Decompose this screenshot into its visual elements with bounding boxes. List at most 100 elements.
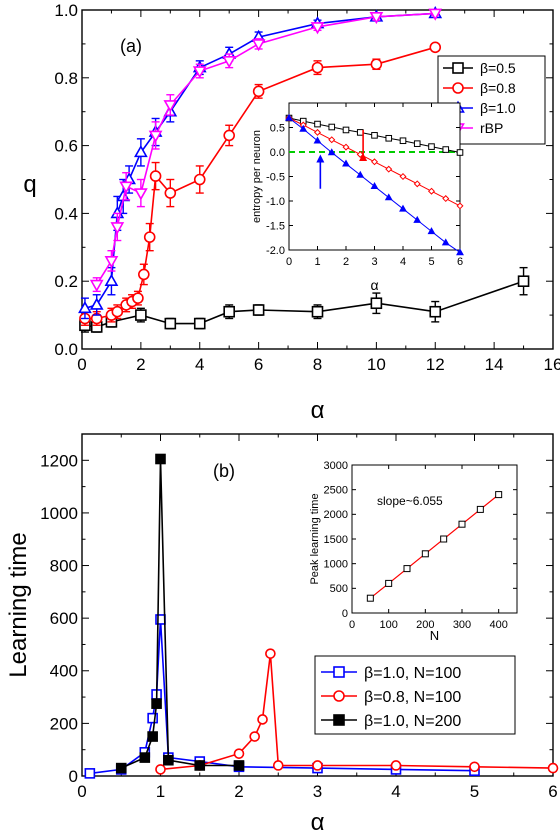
data-point <box>155 453 166 465</box>
data-point <box>257 714 268 725</box>
x-tick-label: 16 <box>544 355 560 374</box>
x-tick-label: 300 <box>453 619 471 631</box>
legend-marker <box>452 62 464 74</box>
data-point <box>342 126 350 134</box>
data-point <box>233 760 245 771</box>
data-point <box>356 129 364 136</box>
inset-a: 0 1 2 3 4 5 6 -2.0 -1.5 -1.0 -0.5 0.0 0.5 α entropy pe… <box>251 102 464 293</box>
data-point <box>327 148 336 156</box>
data-point <box>456 248 464 256</box>
data-point <box>252 85 265 98</box>
data-point <box>495 491 503 499</box>
data-point <box>138 268 150 281</box>
data-point <box>403 565 411 573</box>
data-point <box>193 317 206 330</box>
data-point <box>458 520 466 528</box>
data-point <box>413 140 421 147</box>
y-tick-label: 3000 <box>324 460 348 472</box>
data-point <box>399 172 407 181</box>
data-point <box>370 297 383 310</box>
y-tick-label: 1000 <box>40 504 78 523</box>
y-tick-label: 400 <box>50 662 78 681</box>
x-tick-label: 2 <box>136 355 145 374</box>
data-point <box>384 193 393 201</box>
legend-label: β=0.8 <box>480 80 516 96</box>
y-tick-label: 1.0 <box>54 1 78 20</box>
inset-y-axis-label: entropy per neuron <box>251 130 263 223</box>
data-point <box>134 145 148 158</box>
data-point <box>440 535 448 543</box>
arrow-head <box>359 152 368 161</box>
data-point <box>132 292 144 304</box>
data-point <box>328 123 336 131</box>
y-tick-label: 600 <box>50 609 78 628</box>
data-point <box>110 222 125 235</box>
data-point <box>442 146 450 153</box>
data-point <box>456 149 464 156</box>
data-point <box>147 731 158 742</box>
data-point <box>89 279 104 292</box>
x-tick-label: 14 <box>485 355 504 374</box>
y-tick-label: 2500 <box>324 485 348 497</box>
x-tick-label: 400 <box>489 619 507 631</box>
y-tick-label: 0.2 <box>54 272 78 291</box>
data-point <box>328 136 336 144</box>
panel-label: (b) <box>213 461 235 481</box>
data-point <box>139 752 151 763</box>
x-tick-label: 5 <box>470 782 479 801</box>
y-tick-label: 0.8 <box>54 69 78 88</box>
data-point <box>194 760 206 771</box>
x-axis-label: α <box>311 397 325 424</box>
x-axis-label: α <box>311 809 325 836</box>
y-tick-label: 0.0 <box>54 340 78 359</box>
legend-label: rBP <box>480 120 503 136</box>
data-point <box>427 187 436 195</box>
x-tick-label: 0 <box>286 256 292 268</box>
data-point <box>111 305 124 318</box>
data-point <box>285 113 293 121</box>
data-point <box>222 56 237 69</box>
data-point <box>311 61 324 74</box>
x-tick-label: 6 <box>254 355 263 374</box>
data-point <box>429 41 442 54</box>
data-point <box>143 231 156 243</box>
x-tick-label: 2 <box>343 256 349 268</box>
x-tick-label: 12 <box>426 355 445 374</box>
inset-x-axis-label: N <box>430 628 439 643</box>
legend-marker <box>333 714 345 726</box>
data-point <box>104 273 119 287</box>
x-tick-label: 5 <box>428 256 434 268</box>
data-point <box>313 136 322 144</box>
data-point <box>441 238 450 246</box>
data-point <box>390 760 402 771</box>
data-point <box>135 309 147 321</box>
data-point <box>366 594 374 602</box>
data-point <box>547 762 559 774</box>
data-point <box>311 305 324 318</box>
x-tick-label: 0 <box>77 355 86 374</box>
data-point <box>163 100 178 113</box>
data-point <box>413 180 421 188</box>
series <box>79 41 442 326</box>
data-point <box>342 143 350 151</box>
x-tick-label: 100 <box>379 619 397 631</box>
data-point <box>193 173 206 186</box>
plot-frame <box>351 464 518 614</box>
data-point <box>272 760 284 771</box>
legend: β=1.0, N=100 β=0.8, N=100 β=1.0, N=200 <box>314 655 516 735</box>
y-tick-label: -2.0 <box>266 245 285 257</box>
data-point <box>151 698 162 709</box>
data-point <box>164 317 177 330</box>
data-point <box>456 202 464 210</box>
data-point <box>115 762 127 774</box>
data-point <box>385 579 393 587</box>
data-point <box>251 39 266 52</box>
panel-a: 0 2 4 6 8 10 12 14 160.00.20.40.60.81.0αq(a)β=0.… <box>23 1 560 424</box>
data-point <box>442 195 450 203</box>
data-point <box>147 712 158 724</box>
data-point <box>313 128 322 136</box>
data-point <box>312 760 323 771</box>
data-point <box>223 305 235 318</box>
